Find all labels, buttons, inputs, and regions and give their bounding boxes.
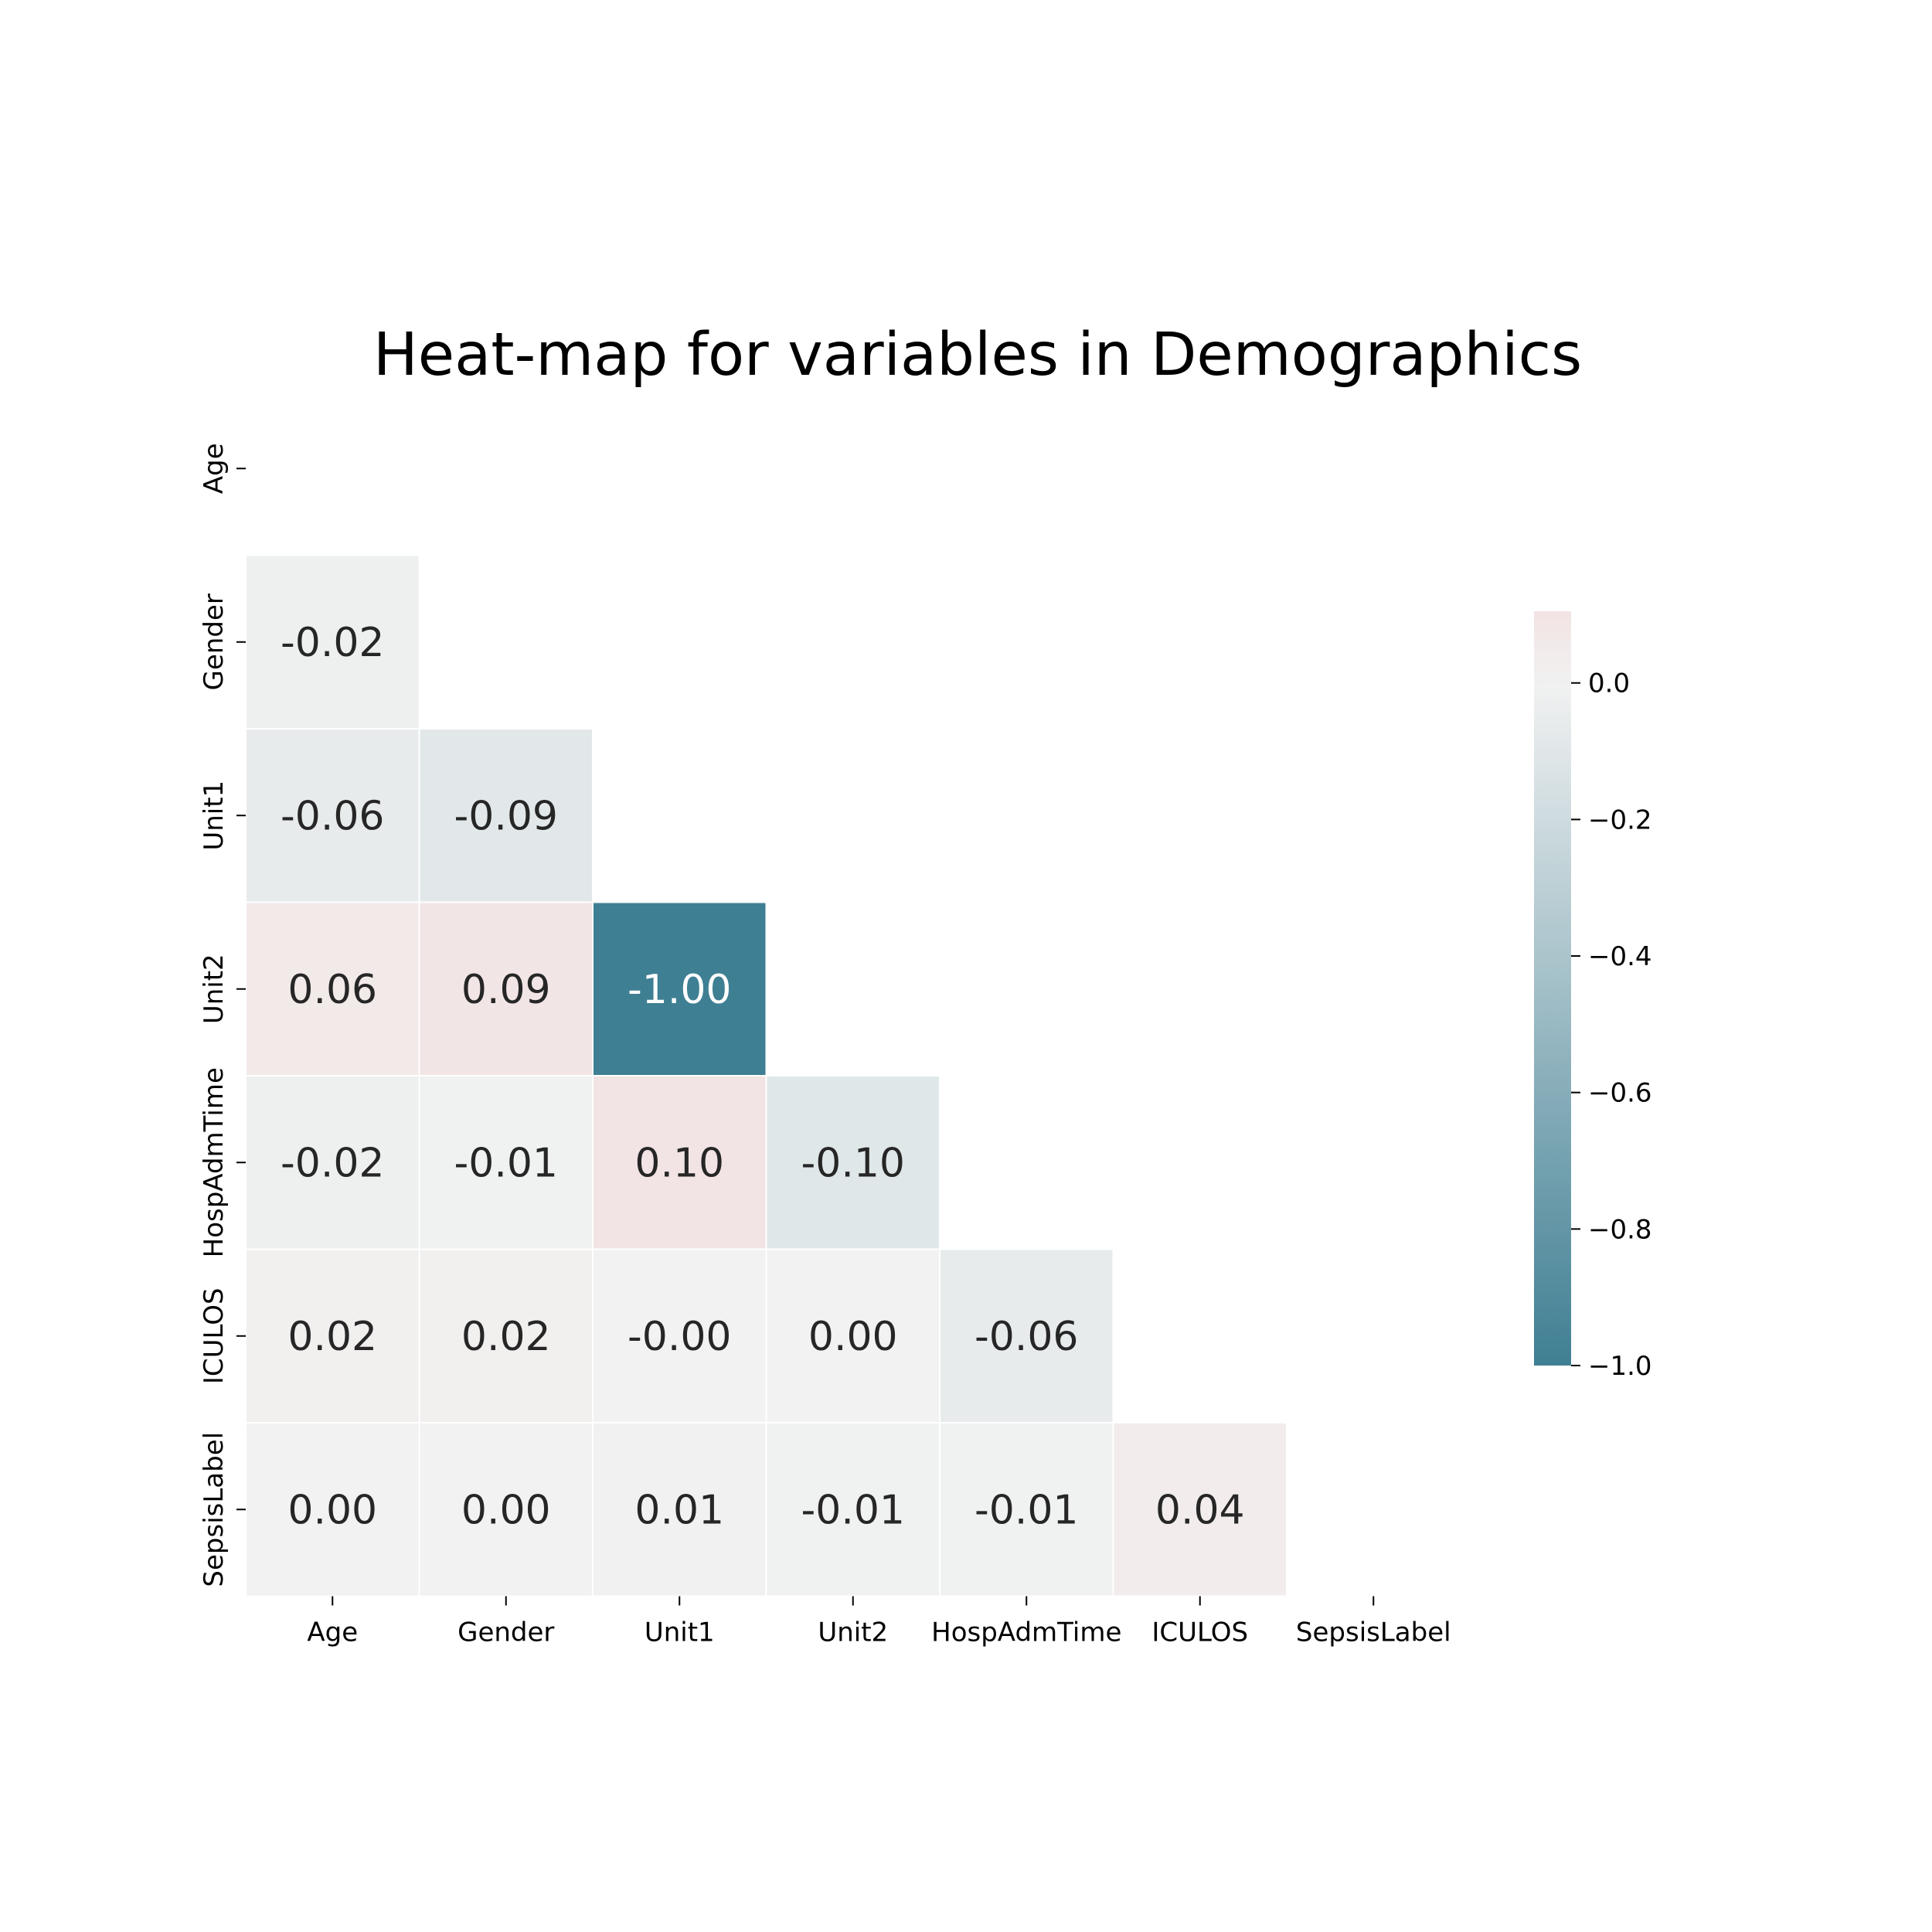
heatmap-cell [245, 901, 420, 1077]
heatmap-cell [592, 1248, 767, 1423]
colorbar-tick-label: 0.0 [1588, 668, 1630, 699]
heatmap-cell [765, 1075, 940, 1250]
cell-value-label: -0.02 [281, 1140, 385, 1186]
x-tick-label: Unit1 [645, 1617, 715, 1648]
colorbar-tick-label: −1.0 [1588, 1351, 1652, 1382]
cell-value-label: 0.10 [634, 1140, 724, 1186]
colorbar: 0.0 −0.2 −0.4 −0.6 −0.8 −1.0 [1534, 611, 1652, 1382]
heatmap-cell [939, 1422, 1114, 1597]
x-tick-label: Unit2 [818, 1617, 888, 1648]
chart-title: Heat-map for variables in Demographics [373, 321, 1582, 389]
x-tick-label: ICULOS [1151, 1617, 1248, 1648]
cell-value-label: -1.00 [628, 967, 732, 1013]
heatmap-cell [418, 1422, 594, 1597]
cell-value-label: 0.09 [461, 967, 551, 1013]
heatmap-cell [245, 554, 420, 730]
cell-value-label: -0.06 [281, 793, 385, 839]
y-tick-label: Age [199, 443, 230, 494]
colorbar-tick-label: −0.4 [1588, 941, 1652, 972]
cell-value-label: 0.00 [287, 1487, 377, 1533]
y-tick-label: Unit2 [199, 954, 230, 1024]
cell-value-label: 0.04 [1155, 1487, 1245, 1533]
heatmap-cells: -0.02 -0.06 -0.09 0.06 0.09 -1.00 -0.02 -0.01 0.… [245, 554, 1287, 1597]
colorbar-gradient [1534, 611, 1571, 1366]
heatmap-cell [418, 1075, 594, 1250]
cell-value-label: -0.01 [454, 1140, 558, 1186]
y-tick-label: HospAdmTime [199, 1067, 230, 1257]
heatmap-cell [418, 728, 594, 903]
cell-value-label: 0.02 [287, 1314, 377, 1360]
heatmap-cell [418, 1248, 594, 1423]
y-tick-label: Unit1 [199, 781, 230, 851]
y-tick-label: Gender [199, 594, 230, 690]
cell-value-label: 0.00 [808, 1314, 898, 1360]
x-tick-label: Gender [457, 1617, 554, 1648]
x-axis: Age Gender Unit1 Unit2 HospAdmTime ICULOS Seps… [307, 1596, 1451, 1648]
x-tick-label: HospAdmTime [931, 1617, 1121, 1648]
x-tick-label: Age [307, 1617, 358, 1648]
cell-value-label: -0.06 [975, 1314, 1079, 1360]
colorbar-tick-label: −0.2 [1588, 804, 1652, 835]
cell-value-label: -0.02 [281, 620, 385, 666]
heatmap-cell [765, 1422, 940, 1597]
cell-value-label: 0.00 [461, 1487, 551, 1533]
heatmap-cell [592, 901, 767, 1077]
heatmap-cell [939, 1248, 1114, 1423]
y-tick-label: SepsisLabel [199, 1432, 230, 1587]
cell-value-label: -0.01 [975, 1487, 1079, 1533]
colorbar-tick-label: −0.6 [1588, 1078, 1652, 1109]
y-axis: Age Gender Unit1 Unit2 HospAdmTime ICULOS Seps… [199, 443, 246, 1587]
cell-value-label: 0.01 [634, 1487, 724, 1533]
heatmap-cell [1112, 1422, 1287, 1597]
cell-value-label: 0.02 [461, 1314, 551, 1360]
cell-value-label: -0.00 [628, 1314, 732, 1360]
heatmap-cell [418, 901, 594, 1077]
cell-value-label: -0.01 [801, 1487, 905, 1533]
x-tick-label: SepsisLabel [1296, 1617, 1451, 1648]
colorbar-tick-label: −0.8 [1588, 1214, 1652, 1245]
heatmap-cell [245, 728, 420, 903]
cell-value-label: -0.10 [801, 1140, 905, 1186]
heatmap-cell [765, 1248, 940, 1423]
heatmap-cell [592, 1422, 767, 1597]
cell-value-label: -0.09 [454, 793, 558, 839]
y-tick-label: ICULOS [199, 1287, 230, 1384]
cell-value-label: 0.06 [287, 967, 377, 1013]
